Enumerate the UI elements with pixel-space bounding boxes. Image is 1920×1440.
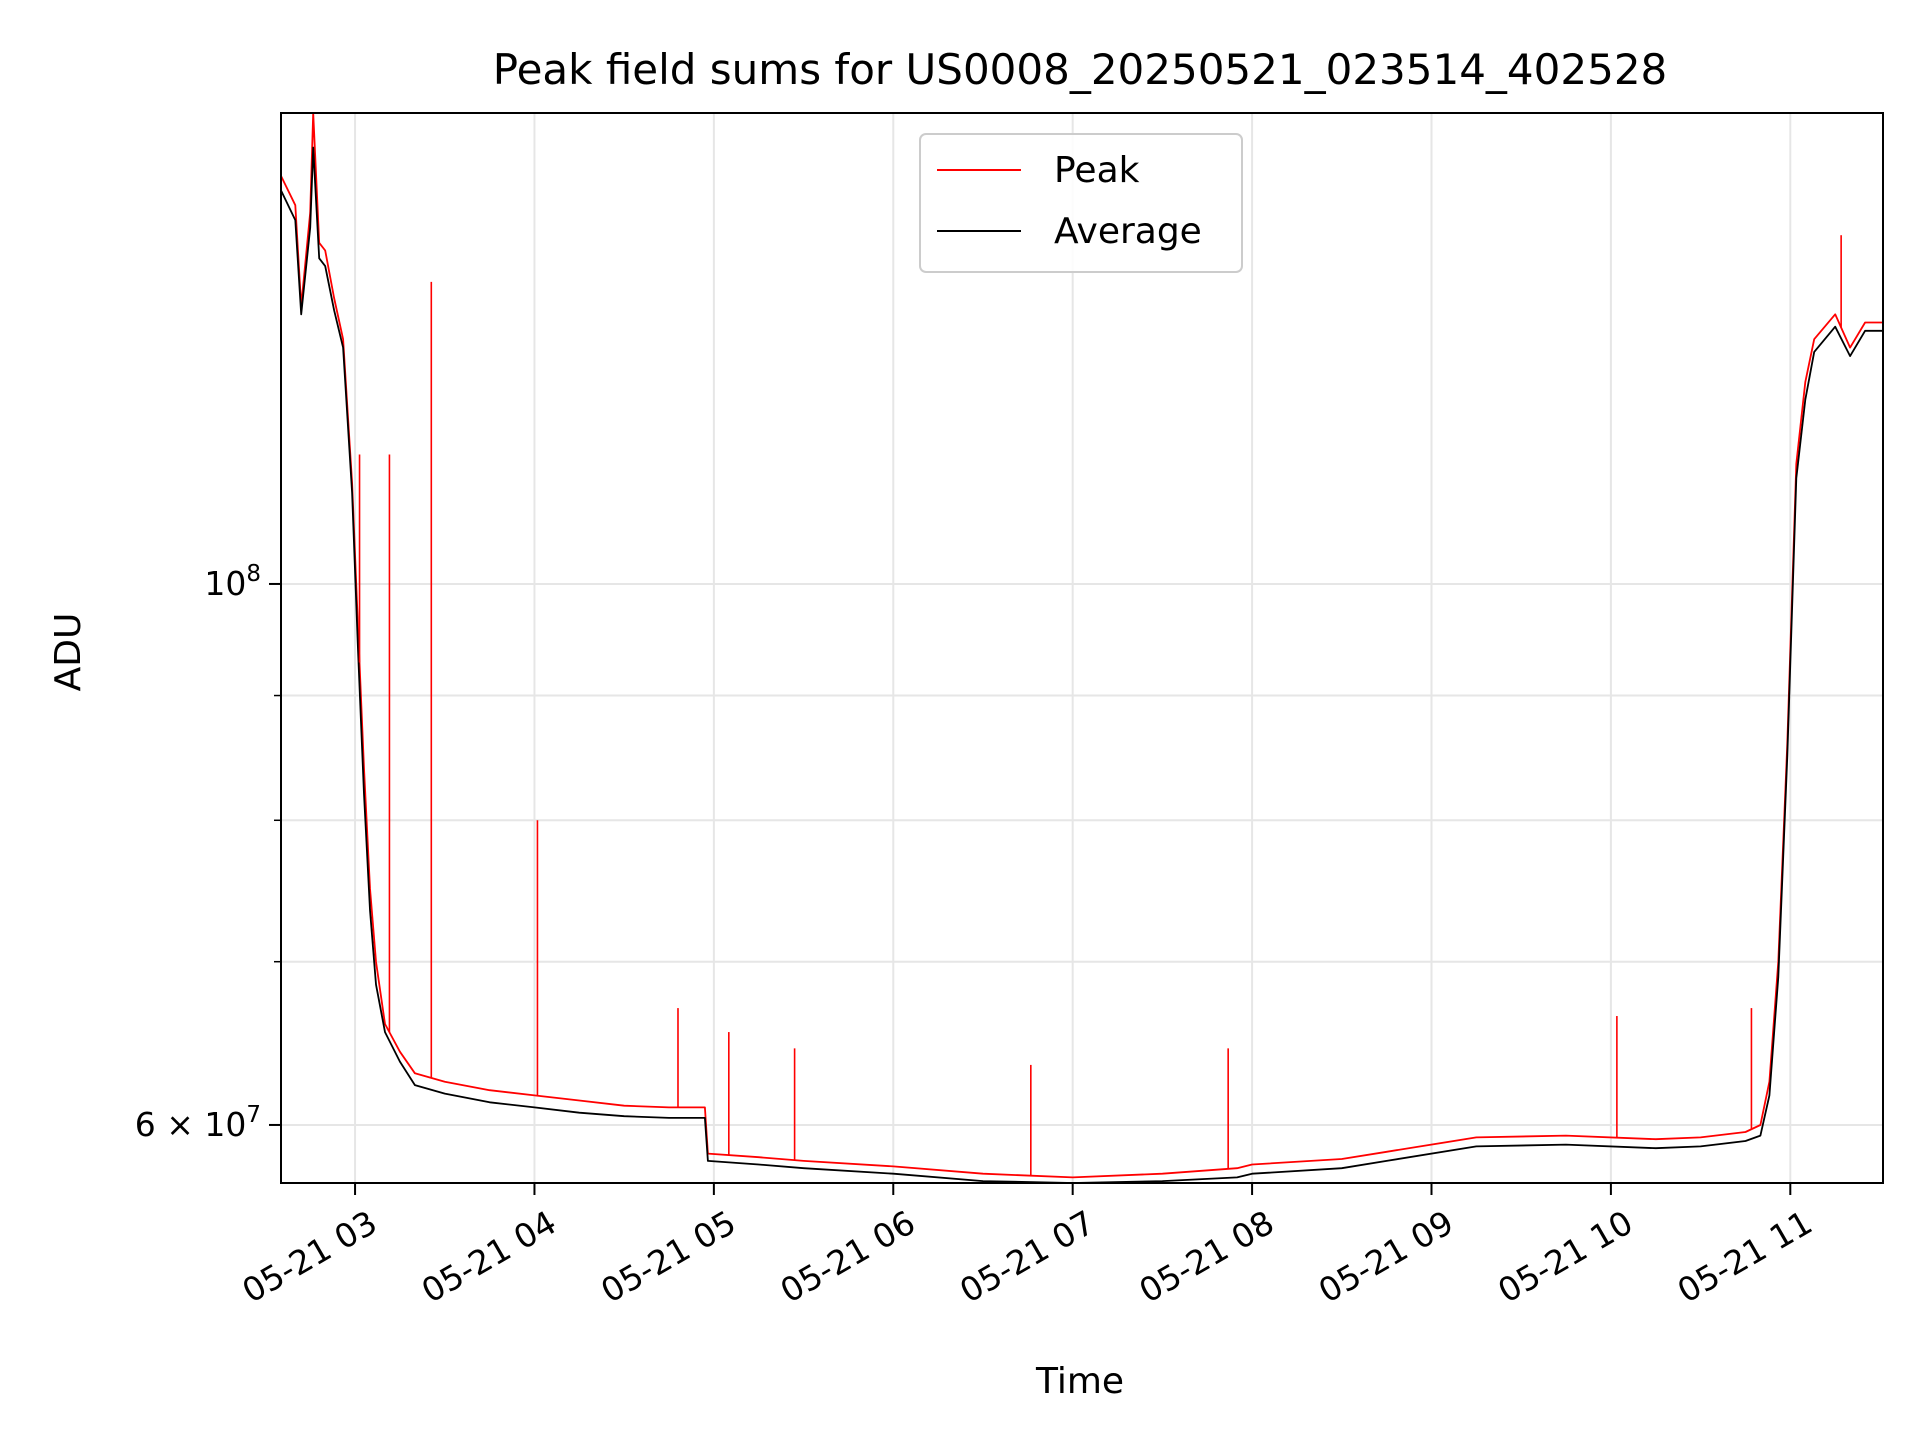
x-axis-title: Time [1035, 1361, 1124, 1402]
y-tick-base-1: 10 [204, 564, 246, 603]
y-tick-label-0: 6 × 107 [135, 1102, 261, 1144]
series-lines [280, 112, 1883, 1184]
plot-frame [280, 112, 1884, 1184]
series-line-average [280, 146, 1883, 1184]
legend-label-average: Average [1054, 211, 1202, 252]
y-tick-exponent-0: 7 [246, 1102, 261, 1128]
y-tick-base-0: 10 [204, 1105, 246, 1144]
chart-title: Peak field sums for US0008_20250521_0235… [493, 45, 1668, 94]
legend-box [919, 133, 1243, 273]
legend-label-peak: Peak [1054, 150, 1140, 191]
y-tick-label-1: 108 [204, 561, 261, 603]
y-axis-title: ADU [48, 613, 89, 692]
y-tick-exponent-1: 8 [246, 561, 261, 587]
legend: Peak Average [919, 133, 1243, 273]
grid [281, 113, 1883, 1183]
y-tick-mantissa-0: 6 × [135, 1105, 205, 1144]
